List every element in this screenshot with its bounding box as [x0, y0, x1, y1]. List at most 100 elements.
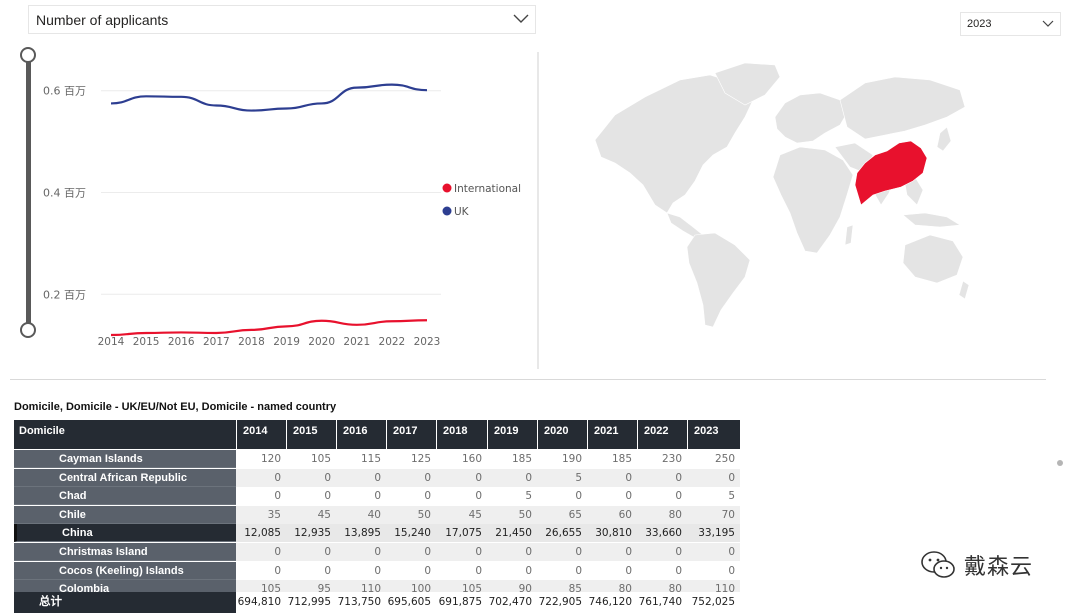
row-header-country[interactable]: Christmas Island	[14, 543, 236, 561]
range-slider-track[interactable]	[26, 56, 31, 330]
map-africa[interactable]	[772, 146, 854, 254]
cell-value: 0	[374, 471, 381, 484]
map-europe[interactable]	[774, 92, 848, 144]
x-tick-label: 2015	[133, 336, 160, 348]
legend-marker[interactable]	[442, 183, 452, 193]
total-value: 695,605	[387, 596, 431, 608]
header-domicile[interactable]: Domicile	[19, 425, 65, 437]
legend-label[interactable]: UK	[454, 206, 470, 218]
header-year[interactable]: 2014	[236, 420, 286, 449]
year-dropdown[interactable]: 2023	[960, 12, 1061, 36]
map-greenland[interactable]	[714, 62, 781, 106]
cell-value: 0	[324, 471, 331, 484]
cell-value: 40	[367, 508, 381, 521]
range-slider-top-handle[interactable]	[20, 47, 36, 63]
row-header-country[interactable]: Chile	[14, 505, 236, 524]
cell-value: 30,810	[587, 524, 637, 543]
cell-value: 0	[274, 546, 281, 558]
domicile-matrix-table: Domicile 2014 2015 2016 2017 2018 2019 2020 2021…	[14, 420, 740, 613]
map-japan[interactable]	[936, 126, 952, 152]
row-header-country[interactable]: Central African Republic	[14, 468, 236, 487]
series-line-uk[interactable]	[110, 83, 428, 112]
chevron-down-icon	[513, 14, 529, 23]
cell-value: 0	[625, 490, 632, 503]
header-year[interactable]: 2023	[687, 420, 740, 449]
cell-value: 0	[374, 546, 381, 558]
map-new-zealand[interactable]	[958, 280, 970, 300]
year-dropdown-value: 2023	[967, 18, 992, 30]
cell-value: 0	[728, 546, 735, 558]
x-tick-label: 2019	[273, 336, 300, 348]
header-year[interactable]: 2015	[286, 420, 336, 449]
total-value: 761,740	[638, 596, 682, 608]
map-indonesia[interactable]	[902, 212, 961, 228]
world-map[interactable]	[585, 55, 970, 330]
measure-dropdown[interactable]: Number of applicants	[28, 5, 536, 34]
table-row[interactable]: Christmas Island 0 0 0 0 0 0 0 0 0 0	[14, 543, 740, 561]
legend-label[interactable]: International	[454, 183, 521, 195]
x-tick-label: 2016	[168, 336, 195, 348]
range-slider-bottom-handle[interactable]	[20, 322, 36, 338]
map-north-america[interactable]	[594, 74, 754, 214]
cell-value: 0	[475, 490, 482, 503]
cell-value: 70	[721, 508, 735, 521]
cell-value: 12,085	[236, 524, 286, 543]
cell-value: 17,075	[436, 524, 487, 543]
cell-value: 35	[267, 508, 281, 521]
cell-value: 0	[525, 471, 532, 484]
cell-value: 0	[475, 546, 482, 558]
row-header-country[interactable]: Cayman Islands	[14, 450, 236, 468]
map-south-america[interactable]	[686, 232, 751, 328]
cell-value: 125	[410, 453, 431, 465]
table-row[interactable]: Chile 35 45 40 50 45 50 65 60 80 70	[14, 505, 740, 524]
table-row[interactable]: Cocos (Keeling) Islands 0 0 0 0 0 0 0 0 0 0	[14, 561, 740, 580]
header-year[interactable]: 2019	[487, 420, 537, 449]
cell-value: 0	[675, 564, 682, 577]
scroll-indicator[interactable]	[1057, 460, 1063, 466]
total-value: 752,025	[691, 596, 735, 608]
x-tick-label: 2017	[203, 336, 230, 348]
header-year[interactable]: 2018	[436, 420, 487, 449]
cell-value: 5	[575, 471, 582, 484]
cell-value: 0	[728, 471, 735, 484]
cell-value: 0	[374, 564, 381, 577]
row-header-country[interactable]: Cocos (Keeling) Islands	[14, 561, 236, 580]
series-line-international[interactable]	[110, 319, 428, 337]
header-year[interactable]: 2016	[336, 420, 386, 449]
header-year[interactable]: 2022	[637, 420, 687, 449]
total-value: 712,995	[287, 596, 331, 608]
total-value: 702,470	[488, 596, 532, 608]
map-asia-north[interactable]	[839, 76, 966, 140]
header-year[interactable]: 2021	[587, 420, 637, 449]
cell-value: 15,240	[386, 524, 436, 543]
map-china[interactable]	[854, 140, 928, 206]
cell-value: 80	[668, 508, 682, 521]
table-title: Domicile, Domicile - UK/EU/Not EU, Domic…	[14, 401, 337, 413]
map-madagascar[interactable]	[844, 224, 854, 246]
cell-value: 0	[575, 564, 582, 577]
table-row[interactable]: Chad 0 0 0 0 0 5 0 0 0 5	[14, 487, 740, 506]
cell-value: 250	[714, 453, 735, 465]
table-row[interactable]: China 12,085 12,935 13,895 15,240 17,075 21,45…	[14, 524, 740, 543]
table-row[interactable]: Cayman Islands 120 105 115 125 160 185 190 185 23…	[14, 450, 740, 468]
cell-value: 26,655	[537, 524, 587, 543]
table-row[interactable]: Central African Republic 0 0 0 0 0 0 5 0 0 0	[14, 468, 740, 487]
cell-value: 0	[675, 546, 682, 558]
y-tick-label: 0.2 百万	[43, 288, 86, 301]
x-tick-label: 2018	[238, 336, 265, 348]
cell-value: 230	[661, 453, 682, 465]
cell-value: 190	[561, 453, 582, 465]
legend-marker[interactable]	[442, 206, 452, 216]
cell-value: 0	[374, 490, 381, 503]
table-header: Domicile 2014 2015 2016 2017 2018 2019 2020 2021…	[14, 420, 740, 449]
y-tick-label: 0.4 百万	[43, 187, 86, 200]
cell-value: 0	[274, 490, 281, 503]
cell-value: 0	[525, 564, 532, 577]
total-label: 总计	[14, 592, 236, 613]
row-header-country[interactable]: Chad	[14, 487, 236, 506]
x-tick-label: 2023	[414, 336, 441, 348]
row-header-country[interactable]: China	[14, 524, 236, 543]
map-australia[interactable]	[902, 234, 964, 284]
header-year[interactable]: 2020	[537, 420, 587, 449]
header-year[interactable]: 2017	[386, 420, 436, 449]
